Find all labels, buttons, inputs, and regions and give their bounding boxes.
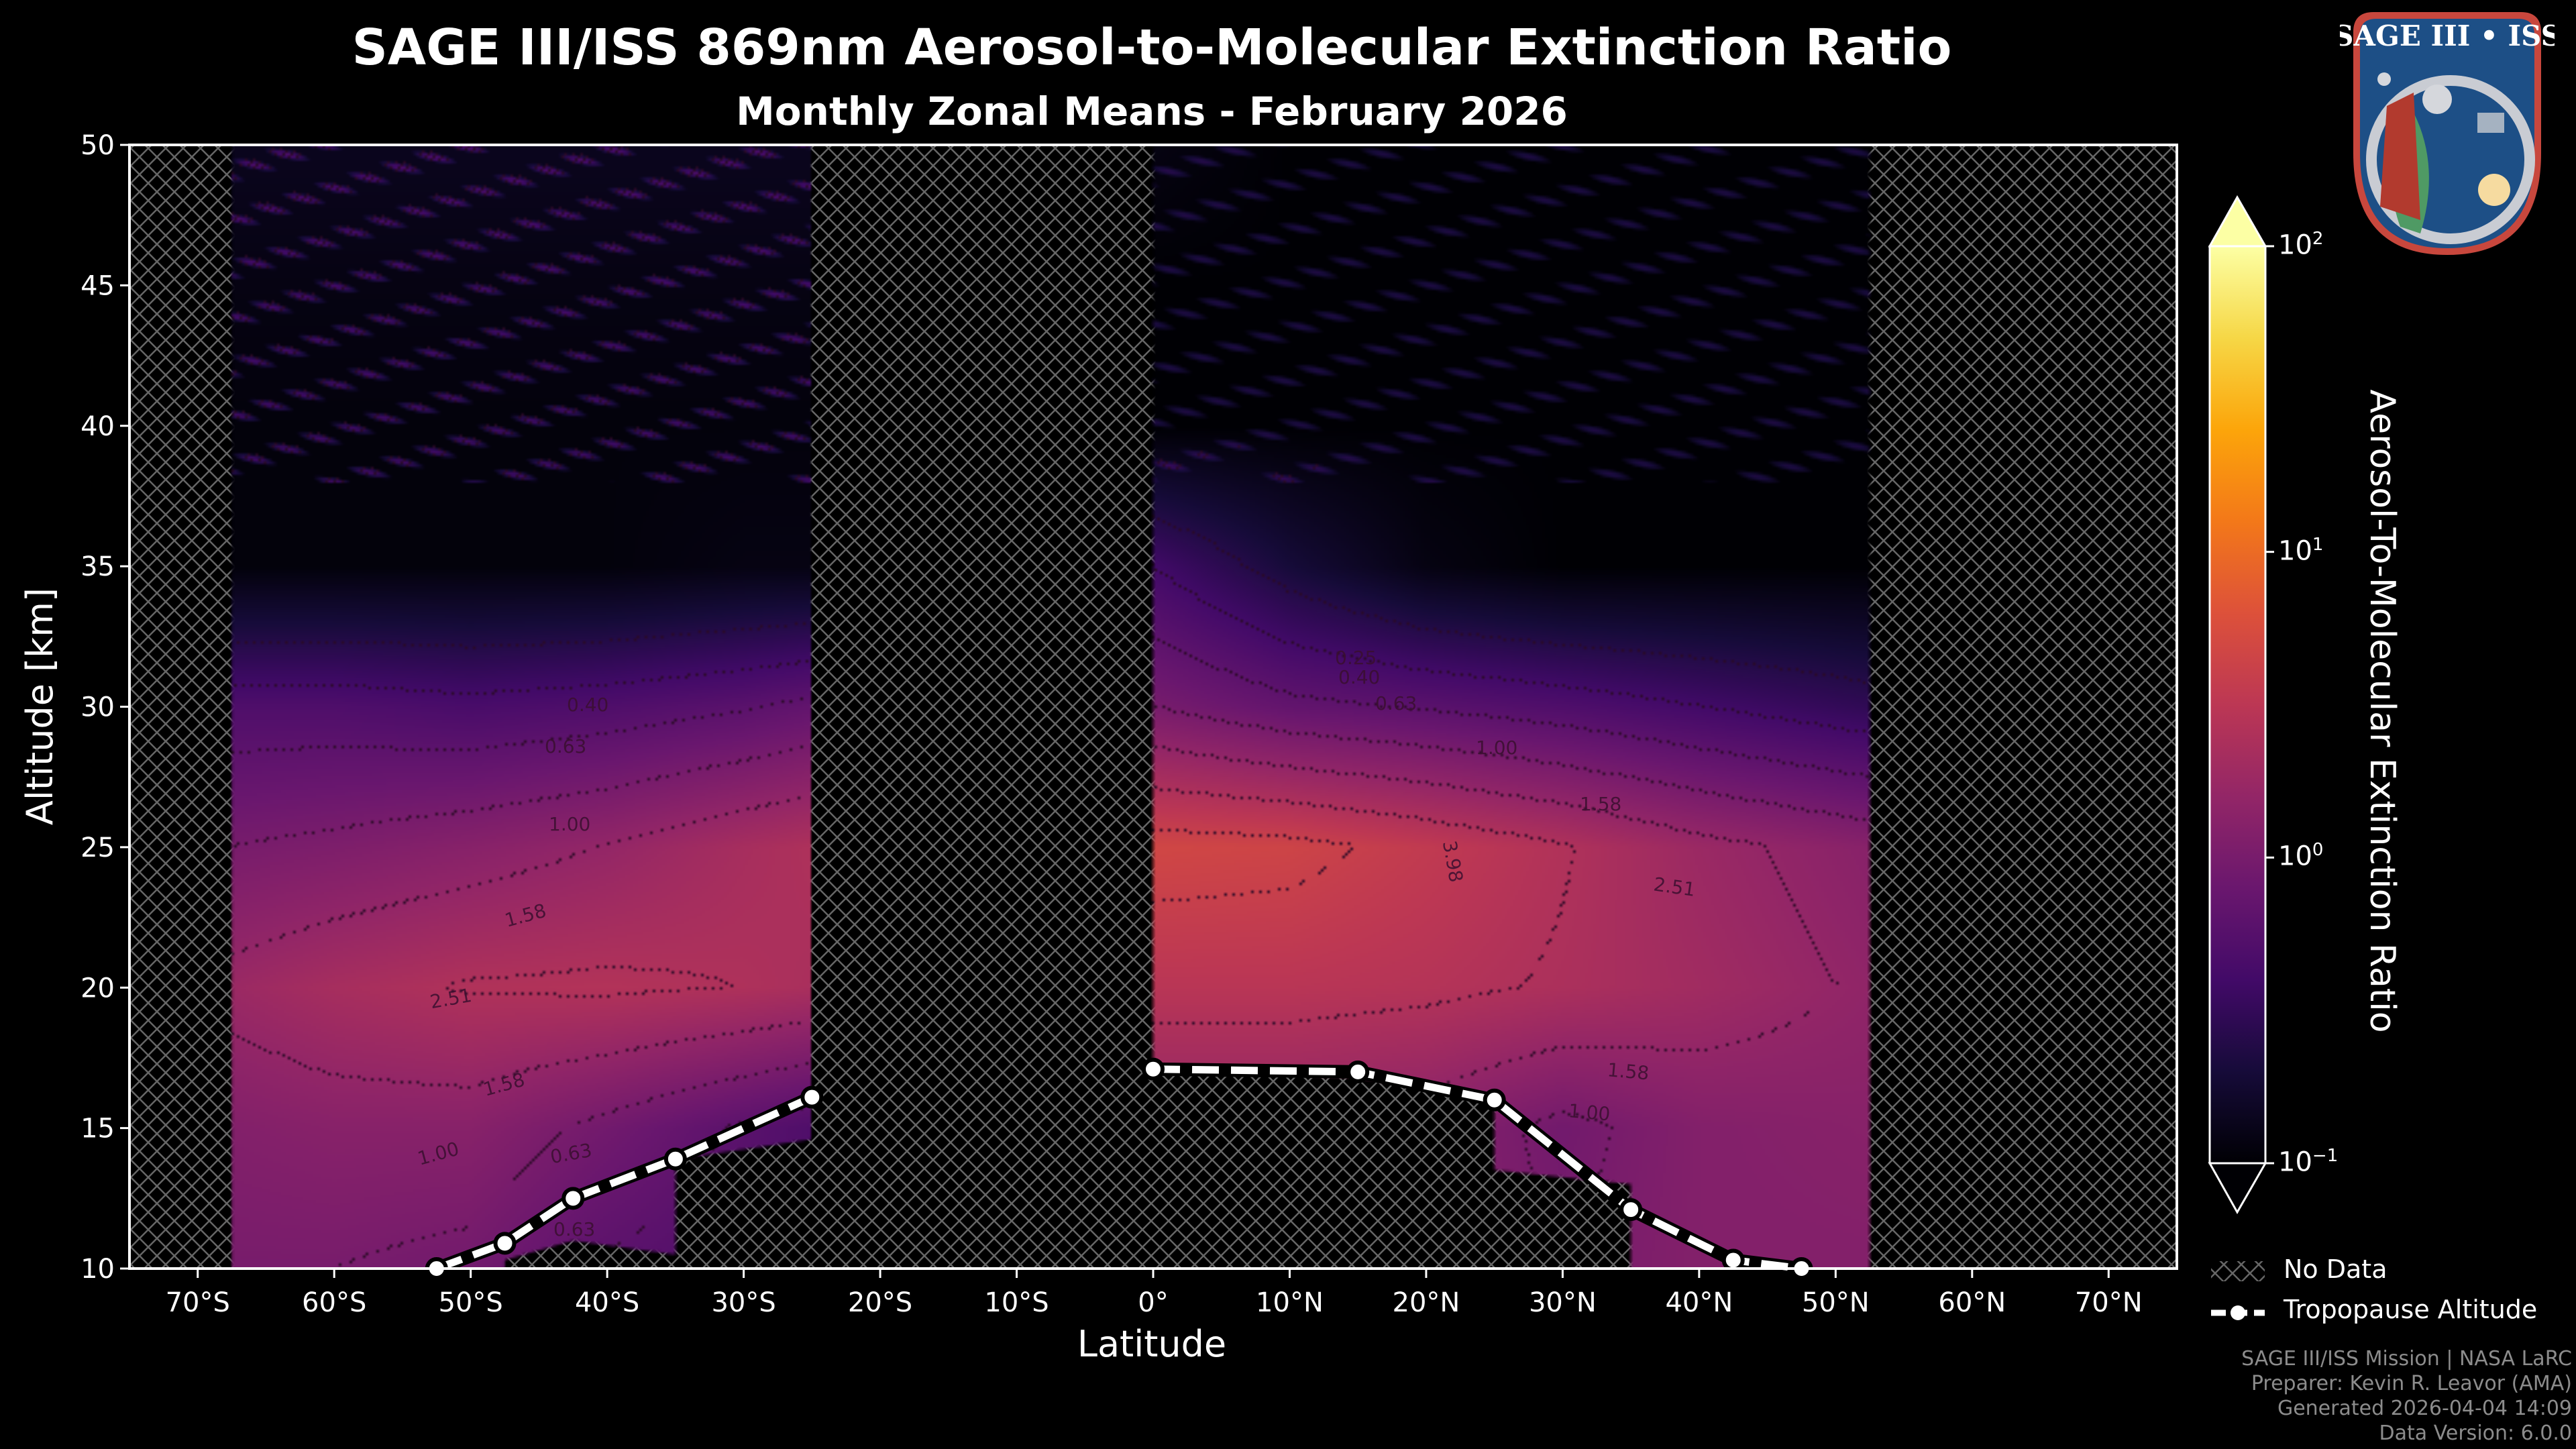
x-tick-label: 0° xyxy=(1138,1287,1168,1318)
colorbar-label: Aerosol-To-Molecular Extinction Ratio xyxy=(2362,389,2402,1033)
plot-frame xyxy=(128,144,2178,1270)
x-tick-label: 40°N xyxy=(1665,1287,1733,1318)
x-tick-label: 20°S xyxy=(848,1287,912,1318)
y-tick-label: 30 xyxy=(80,692,115,723)
tropopause-line xyxy=(1152,1065,1803,1273)
x-tick-label: 20°N xyxy=(1393,1287,1460,1318)
tropopause-point xyxy=(1483,1088,1506,1112)
contour-label: 1.58 xyxy=(502,900,549,932)
colorbar-tick-label: 10−1 xyxy=(2278,1146,2339,1178)
tropopause-point xyxy=(1142,1057,1165,1081)
contour-label: 0.25 xyxy=(1335,647,1377,669)
contour-labels: 0.40 0.63 1.00 1.58 2.51 1.58 1.00 0.63 … xyxy=(415,647,1697,1240)
y-tick-label: 35 xyxy=(80,551,115,582)
x-axis-label: Latitude xyxy=(1077,1323,1226,1365)
x-tick-label: 40°S xyxy=(575,1287,639,1318)
legend-tropopause-label: Tropopause Altitude xyxy=(2284,1295,2538,1324)
contour-label: 0.63 xyxy=(545,735,586,757)
y-tick-label: 10 xyxy=(80,1254,115,1285)
legend-no-data-swatch xyxy=(2211,1261,2265,1281)
contour-label: 2.51 xyxy=(1652,873,1697,901)
tropopause-point xyxy=(493,1232,517,1255)
tropopause-series xyxy=(425,1057,1813,1280)
contour-label: 1.00 xyxy=(415,1138,462,1170)
colorbar-ticks xyxy=(2265,245,2274,1165)
contour-label: 0.63 xyxy=(553,1218,595,1240)
x-tick-label: 50°N xyxy=(1802,1287,1870,1318)
axis-ticks: 70°S 60°S 50°S 40°S 30°S 20°S 10°S 0° 10°N 20°N 30… xyxy=(80,130,2143,1318)
x-tick-label: 70°S xyxy=(166,1287,230,1318)
contour-label: 3.98 xyxy=(1438,839,1467,884)
x-tick-label: 60°S xyxy=(302,1287,366,1318)
contour-label: 2.51 xyxy=(429,984,474,1013)
legend-no-data-label: No Data xyxy=(2284,1254,2387,1284)
tropopause-point xyxy=(1619,1198,1643,1222)
y-tick-label: 20 xyxy=(80,973,115,1004)
x-tick-label: 70°N xyxy=(2075,1287,2143,1318)
contour-label: 1.58 xyxy=(481,1069,527,1101)
legend-tropopause-swatch xyxy=(2211,1305,2265,1320)
chart-title: SAGE III/ISS 869nm Aerosol-to-Molecular … xyxy=(352,19,1952,76)
footer-preparer: Preparer: Kevin R. Leavor (AMA) xyxy=(2251,1372,2572,1395)
y-tick-label: 25 xyxy=(80,833,115,863)
sage-iii-iss-mission-logo: SAGE III • ISS xyxy=(2340,12,2555,255)
tropopause-line xyxy=(435,1093,814,1273)
x-tick-label: 60°N xyxy=(1938,1287,2006,1318)
contour-label: 0.63 xyxy=(549,1139,594,1168)
y-tick-label: 45 xyxy=(80,270,115,301)
colorbar xyxy=(2208,245,2267,1165)
contour-label: 1.00 xyxy=(549,813,590,835)
tropopause-point xyxy=(1721,1248,1745,1272)
y-tick-label: 15 xyxy=(80,1114,115,1144)
x-tick-label: 50°S xyxy=(439,1287,503,1318)
x-tick-label: 30°S xyxy=(711,1287,775,1318)
x-tick-label: 10°N xyxy=(1256,1287,1324,1318)
tropopause-point xyxy=(800,1085,824,1109)
y-tick-label: 40 xyxy=(80,411,115,442)
colorbar-extend-low xyxy=(2208,1162,2267,1215)
colorbar-tick-label: 102 xyxy=(2278,229,2324,261)
extinction-ratio-heatmap xyxy=(129,145,2177,1269)
y-tick-label: 50 xyxy=(80,130,115,161)
contour-label: 1.00 xyxy=(1568,1099,1611,1125)
contour-label: 1.00 xyxy=(1476,737,1517,759)
y-axis-label: Altitude [km] xyxy=(19,588,61,825)
colorbar-tick-label: 100 xyxy=(2278,840,2324,872)
footer-generated: Generated 2026-04-04 14:09 xyxy=(2277,1397,2572,1420)
footer-data-version: Data Version: 6.0.0 xyxy=(2379,1421,2572,1445)
colorbar-tick-label: 101 xyxy=(2278,534,2324,566)
chart-subtitle: Monthly Zonal Means - February 2026 xyxy=(736,89,1568,134)
tropopause-point xyxy=(1346,1060,1370,1083)
tropopause-point xyxy=(663,1147,687,1171)
footer-mission: SAGE III/ISS Mission | NASA LaRC xyxy=(2241,1347,2572,1371)
contour-label: 0.40 xyxy=(1338,666,1380,688)
colorbar-extend-high xyxy=(2208,195,2267,248)
contour-label: 1.58 xyxy=(1580,793,1621,815)
contour-label: 1.58 xyxy=(1607,1059,1650,1084)
contour-label: 0.40 xyxy=(567,694,608,716)
x-tick-label: 30°N xyxy=(1529,1287,1597,1318)
tropopause-point xyxy=(561,1187,585,1210)
x-tick-label: 10°S xyxy=(984,1287,1049,1318)
contour-label: 0.63 xyxy=(1375,692,1417,714)
logo-text: SAGE III • ISS xyxy=(2340,19,2555,52)
